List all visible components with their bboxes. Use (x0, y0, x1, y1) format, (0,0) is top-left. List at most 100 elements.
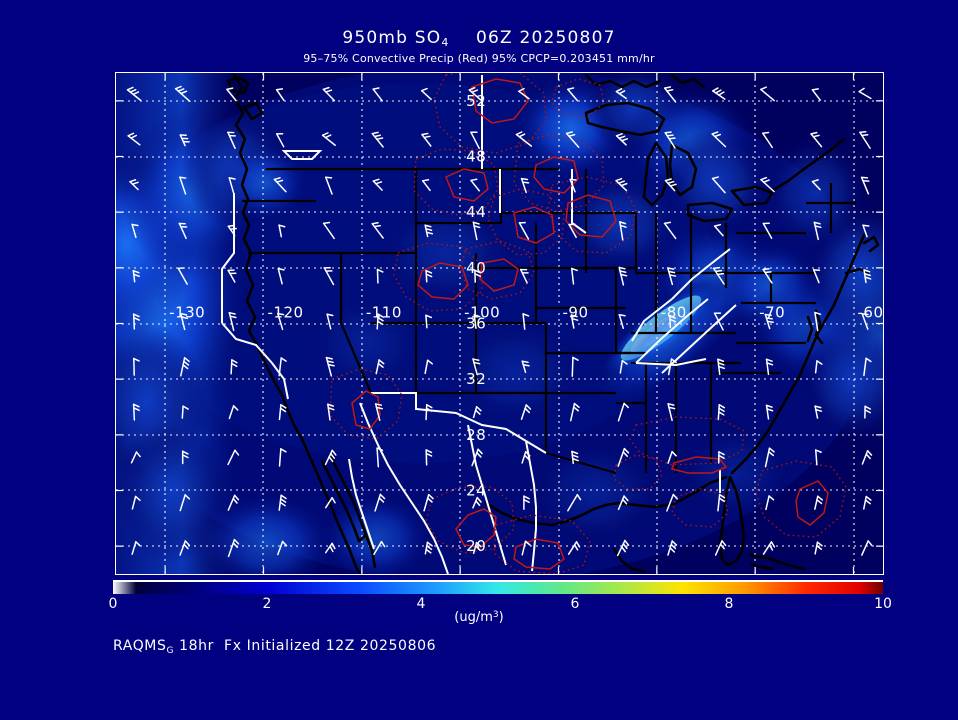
wind-barb (278, 494, 287, 511)
wind-barb (179, 134, 190, 147)
wind-barb (814, 495, 824, 510)
wind-barb (618, 266, 628, 286)
wind-barb (617, 495, 629, 511)
wind-barb (565, 131, 580, 148)
wind-barb (568, 223, 577, 238)
wind-barb (520, 177, 530, 194)
wind-barb (421, 178, 431, 192)
map-axis-labels: -130 -120 -110 -100 -90 -80 -70 -60 52 48 44 40 36 3… (169, 92, 883, 555)
wind-barb (327, 403, 335, 421)
title-level: 950mb (342, 28, 409, 48)
lon-label--130: -130 (169, 304, 205, 322)
wind-barb (617, 402, 630, 422)
wind-barb (667, 450, 677, 464)
lat-label-24: 24 (466, 482, 486, 500)
wind-barb (473, 314, 481, 329)
wind-barb (522, 313, 530, 330)
wind-barb (376, 268, 384, 284)
wind-barb (814, 360, 823, 374)
wind-barb (133, 357, 140, 376)
wind-barb (372, 87, 383, 102)
wind-barb (228, 311, 237, 332)
wind-barb (470, 178, 480, 192)
wind-barb (127, 132, 141, 146)
frame-ticks (116, 73, 883, 574)
map-canvas: -130 -120 -110 -100 -90 -80 -70 -60 52 48 44 40 36 3… (116, 73, 883, 574)
lon-label--80: -80 (661, 304, 687, 322)
wind-barb (567, 541, 581, 555)
wind-barb (863, 495, 872, 510)
wind-barb (814, 541, 823, 555)
wind-barb (811, 88, 821, 101)
wind-barb (814, 311, 822, 332)
colorbar[interactable] (113, 580, 883, 594)
wind-barb (131, 495, 141, 510)
wind-barb (811, 179, 821, 191)
wind-barb (717, 403, 726, 421)
wind-barb (227, 269, 237, 283)
wind-barbs (126, 85, 873, 558)
wind-barb (515, 131, 533, 147)
lat-label-36: 36 (466, 315, 486, 333)
lat-label-40: 40 (466, 259, 486, 277)
title-species-subscript: 4 (441, 36, 450, 49)
wind-barb (714, 540, 727, 556)
wind-barb (861, 313, 869, 330)
wind-barb (374, 493, 386, 512)
wind-barb (324, 542, 336, 554)
map-panel[interactable]: -130 -120 -110 -100 -90 -80 -70 -60 52 48 44 40 36 3… (115, 72, 884, 575)
colorbar-tick-10: 10 (874, 596, 892, 612)
wind-barb (375, 359, 385, 375)
wind-barb (420, 87, 432, 101)
wind-barb (762, 131, 773, 149)
wind-barb (425, 269, 433, 283)
lat-label-28: 28 (466, 426, 486, 444)
lon-label--100: -100 (464, 304, 500, 322)
colorbar-gradient (113, 582, 883, 594)
wind-barb (277, 540, 288, 556)
lon-label--90: -90 (563, 304, 589, 322)
wind-barb (132, 313, 140, 330)
title-cycle: 06Z 20250807 (476, 28, 616, 48)
wind-barb (472, 221, 481, 241)
wind-barb (619, 221, 627, 241)
colorbar-tick-0: 0 (108, 596, 118, 612)
wind-barb (615, 177, 628, 192)
wind-barb (571, 450, 579, 465)
wind-barb (667, 358, 677, 376)
wind-barb (713, 223, 724, 237)
wind-barb (228, 177, 236, 195)
wind-barb (177, 267, 188, 285)
wind-barb (615, 88, 627, 100)
lat-label-44: 44 (466, 203, 486, 221)
wind-barb (226, 87, 237, 102)
wind-barb (664, 178, 677, 192)
wind-barb (277, 312, 285, 331)
convective-precip-95-contour (351, 78, 829, 570)
footer-text: 18hr Fx Initialized 12Z 20250806 (174, 638, 437, 654)
wind-barb (376, 313, 384, 330)
wind-barb (571, 356, 579, 377)
wind-barb (324, 496, 336, 509)
wind-barb (130, 451, 141, 464)
wind-barb (712, 87, 726, 100)
wind-barb (323, 266, 335, 286)
colorbar-tick-8: 8 (724, 596, 734, 612)
wind-barb (711, 176, 726, 194)
wind-barb (472, 496, 482, 509)
wind-barb (275, 132, 285, 148)
convective-precip-75-contour (329, 73, 847, 574)
wind-barb (468, 87, 482, 101)
wind-barb (424, 224, 434, 238)
wind-barb (521, 451, 531, 464)
wind-barb (373, 540, 386, 556)
lat-label-20: 20 (466, 537, 486, 555)
wind-barb (812, 269, 821, 284)
wind-barb (570, 314, 579, 329)
wind-barb (521, 540, 531, 556)
lon-label--60: -60 (858, 304, 884, 322)
lat-label-32: 32 (466, 370, 486, 388)
wind-barb (322, 86, 336, 102)
wind-barb (765, 495, 775, 511)
wind-barb (669, 314, 677, 329)
